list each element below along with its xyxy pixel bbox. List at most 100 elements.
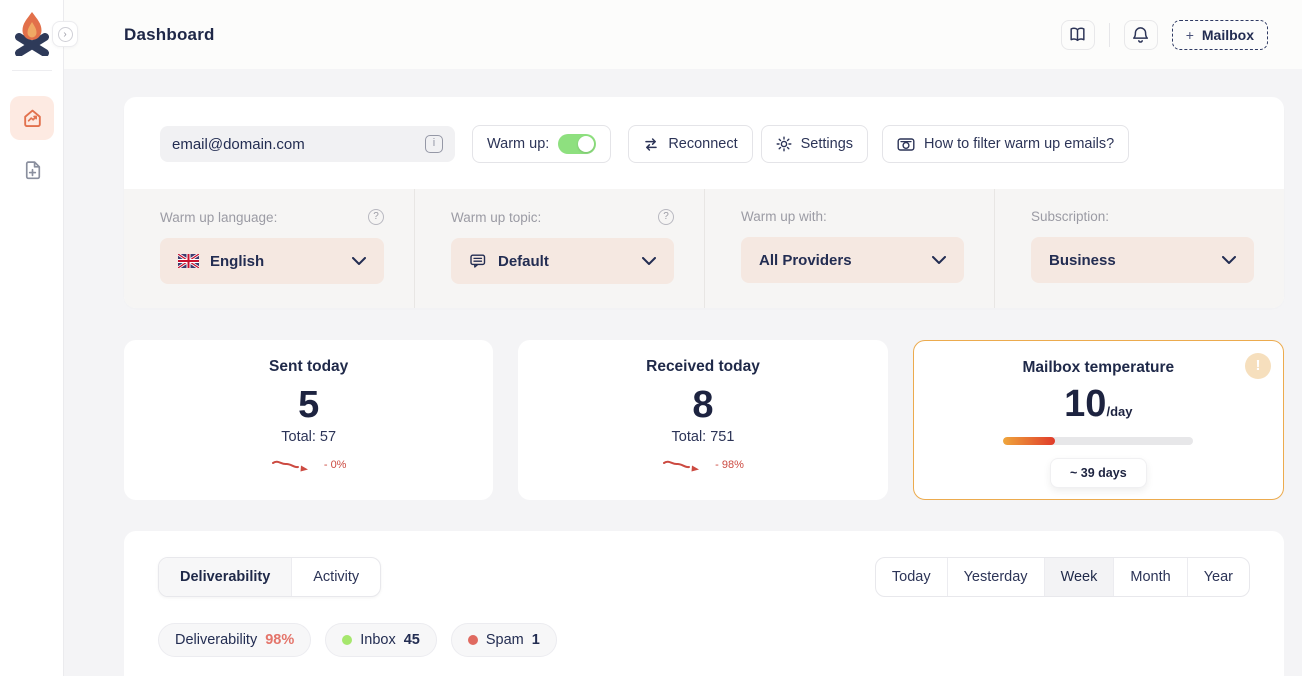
spam-badge[interactable]: Spam 1 xyxy=(450,623,557,657)
email-input[interactable] xyxy=(172,135,425,153)
video-icon xyxy=(897,137,915,151)
inbox-dot-icon xyxy=(342,635,353,645)
temperature-value: 10 xyxy=(1064,383,1107,425)
downtrend-sparkline-icon xyxy=(663,460,700,472)
home-trend-icon xyxy=(23,109,41,127)
settings-label: Settings xyxy=(800,136,854,152)
repeat-icon xyxy=(645,137,658,151)
received-today-title: Received today xyxy=(646,358,760,375)
panel-controls: Deliverability Activity Today Yesterday … xyxy=(158,557,1250,597)
chevron-down-icon xyxy=(642,257,656,265)
subscription-value: Business xyxy=(1049,251,1116,269)
warmup-toggle-group: Warm up: xyxy=(472,125,612,163)
plus-icon: + xyxy=(1185,26,1194,43)
mailbox-settings-card: i Warm up: Reconnect xyxy=(124,97,1284,308)
header-actions: + Mailbox xyxy=(1060,19,1268,50)
selector-language: Warm up language: ? English xyxy=(124,189,414,308)
notifications-button[interactable] xyxy=(1123,19,1158,50)
chevron-down-icon xyxy=(1222,256,1236,264)
app-logo-flame-icon xyxy=(11,10,53,56)
sidebar-item-add-report[interactable] xyxy=(10,148,54,192)
deliverability-badge-value: 98% xyxy=(265,632,295,648)
range-month[interactable]: Month xyxy=(1113,558,1186,596)
page-title: Dashboard xyxy=(124,24,215,44)
deliverability-badge[interactable]: Deliverability 98% xyxy=(158,623,312,657)
mailbox-actions-row: i Warm up: Reconnect xyxy=(124,97,1284,189)
topic-dropdown[interactable]: Default xyxy=(451,238,674,284)
inbox-badge[interactable]: Inbox 45 xyxy=(325,623,437,657)
language-value: English xyxy=(210,252,265,270)
temperature-estimate-badge: ~ 39 days xyxy=(1050,458,1147,488)
sent-today-total: Total: 57 xyxy=(281,429,337,445)
temperature-info-icon[interactable]: ! xyxy=(1244,353,1271,379)
header: Dashboard + Mailbox xyxy=(64,0,1302,69)
received-today-card: Received today 8 Total: 751 - 98% xyxy=(518,340,888,500)
spam-badge-value: 1 xyxy=(531,632,540,648)
stats-row: Sent today 5 Total: 57 - 0% Received tod… xyxy=(124,340,1284,500)
subscription-label: Subscription: xyxy=(1031,209,1110,224)
reconnect-button[interactable]: Reconnect xyxy=(628,125,753,163)
range-year[interactable]: Year xyxy=(1186,558,1249,596)
book-icon xyxy=(1070,27,1085,42)
warmup-with-value: All Providers xyxy=(759,251,852,269)
range-yesterday[interactable]: Yesterday xyxy=(946,558,1044,596)
legend-badges: Deliverability 98% Inbox 45 Spam 1 xyxy=(158,623,1250,657)
mailbox-temperature-card: ! Mailbox temperature 10 /day ~ 39 days xyxy=(912,340,1284,500)
warmup-toggle[interactable] xyxy=(558,134,597,154)
sidebar-collapse-button[interactable]: › xyxy=(52,21,78,47)
chevron-down-icon xyxy=(932,256,946,264)
tab-deliverability[interactable]: Deliverability xyxy=(159,558,293,596)
sent-today-value: 5 xyxy=(298,384,320,426)
analytics-panel: Deliverability Activity Today Yesterday … xyxy=(124,531,1284,676)
range-today[interactable]: Today xyxy=(891,569,931,585)
warmup-with-dropdown[interactable]: All Providers xyxy=(741,237,964,283)
toggle-knob xyxy=(578,136,595,152)
subscription-dropdown[interactable]: Business xyxy=(1031,237,1254,283)
uk-flag-icon xyxy=(178,254,199,268)
chevron-down-icon xyxy=(352,257,366,265)
received-trend: - 98% xyxy=(662,456,744,474)
temperature-progress-bar xyxy=(1003,437,1194,445)
file-plus-icon xyxy=(25,160,40,179)
info-icon[interactable]: i xyxy=(425,135,443,153)
tab-activity[interactable]: Activity xyxy=(313,569,360,585)
selector-subscription: Subscription: Business xyxy=(994,189,1284,308)
received-today-value: 8 xyxy=(692,384,714,426)
filter-help-button[interactable]: How to filter warm up emails? xyxy=(882,125,1130,163)
bell-icon xyxy=(1133,26,1149,43)
sent-today-title: Sent today xyxy=(269,358,349,375)
spam-badge-label: Spam xyxy=(485,632,524,648)
language-label: Warm up language: xyxy=(160,209,278,225)
sidebar-divider xyxy=(12,70,52,71)
sent-today-card: Sent today 5 Total: 57 - 0% xyxy=(124,340,494,500)
sidebar-item-dashboard[interactable] xyxy=(10,96,54,140)
reconnect-label: Reconnect xyxy=(668,136,738,152)
sent-trend: - 0% xyxy=(271,456,347,474)
warmup-selectors-row: Warm up language: ? English xyxy=(124,189,1284,308)
filter-help-label: How to filter warm up emails? xyxy=(924,136,1115,152)
selector-topic: Warm up topic: ? Default xyxy=(414,189,704,308)
panel-tabs: Deliverability Activity xyxy=(158,557,382,597)
add-mailbox-label: Mailbox xyxy=(1201,26,1254,43)
add-mailbox-button[interactable]: + Mailbox xyxy=(1171,19,1268,50)
temperature-value-row: 10 /day xyxy=(914,383,1283,425)
temperature-title: Mailbox temperature xyxy=(1022,359,1175,376)
sidebar: › xyxy=(0,0,78,676)
deliverability-badge-label: Deliverability xyxy=(175,632,258,648)
received-trend-text: - 98% xyxy=(715,459,744,471)
warmup-with-label: Warm up with: xyxy=(741,209,827,224)
language-dropdown[interactable]: English xyxy=(160,238,384,284)
received-today-total: Total: 751 xyxy=(671,429,735,445)
settings-button[interactable]: Settings xyxy=(760,125,869,163)
chevron-right-icon: › xyxy=(57,26,73,42)
chat-icon xyxy=(470,254,486,268)
temperature-unit: /day xyxy=(1106,404,1133,419)
main-content: i Warm up: Reconnect xyxy=(64,69,1302,676)
range-week[interactable]: Week xyxy=(1043,558,1114,596)
help-icon[interactable]: ? xyxy=(368,209,384,225)
email-field-wrapper: i xyxy=(160,126,455,162)
docs-button[interactable] xyxy=(1060,19,1095,50)
spam-dot-icon xyxy=(467,635,478,645)
sent-trend-text: - 0% xyxy=(323,459,347,471)
help-icon[interactable]: ? xyxy=(658,209,674,225)
